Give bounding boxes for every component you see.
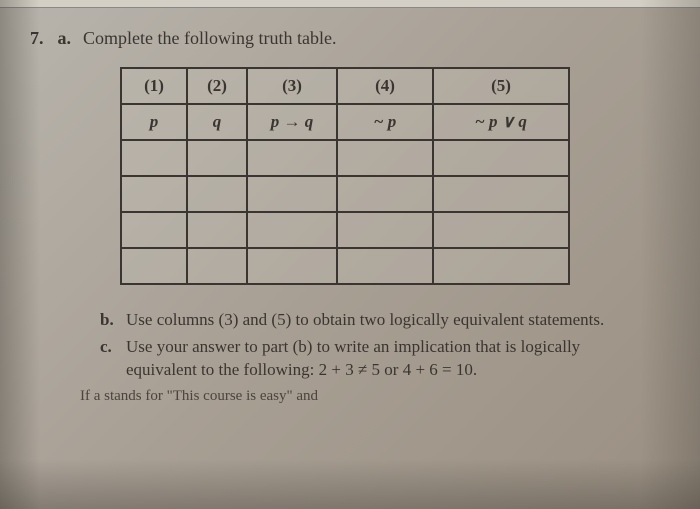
part-c-label: c. (100, 336, 118, 382)
cell (337, 212, 433, 248)
truth-table-container: (1) (2) (3) (4) (5) p q p → q ~ p ~ p ∨ … (120, 67, 670, 285)
cell (433, 176, 569, 212)
part-c: c. Use your answer to part (b) to write … (100, 336, 640, 382)
cell (187, 248, 247, 284)
expr-col-3: p → q (247, 104, 337, 140)
cell (337, 140, 433, 176)
part-b-text: Use columns (3) and (5) to obtain two lo… (126, 309, 640, 332)
cell (247, 212, 337, 248)
vignette-shadow (0, 459, 700, 509)
part-a-label: a. (58, 28, 72, 49)
expr-col-1: p (121, 104, 187, 140)
expr-col-2: q (187, 104, 247, 140)
cell (433, 140, 569, 176)
cell (121, 140, 187, 176)
cell (187, 212, 247, 248)
table-header-row: (1) (2) (3) (4) (5) (121, 68, 569, 104)
table-empty-row (121, 176, 569, 212)
cell (247, 248, 337, 284)
cell (121, 212, 187, 248)
expr-col-4: ~ p (337, 104, 433, 140)
header-col-5: (5) (433, 68, 569, 104)
cell (121, 176, 187, 212)
question-number: 7. (30, 28, 44, 49)
header-col-3: (3) (247, 68, 337, 104)
part-a-text: Complete the following truth table. (83, 28, 336, 49)
part-c-text: Use your answer to part (b) to write an … (126, 336, 640, 382)
truth-table: (1) (2) (3) (4) (5) p q p → q ~ p ~ p ∨ … (120, 67, 570, 285)
page-top-border (0, 0, 700, 8)
cell (247, 140, 337, 176)
page-content: 7. a. Complete the following truth table… (0, 0, 700, 405)
table-empty-row (121, 212, 569, 248)
cell (121, 248, 187, 284)
cell (337, 176, 433, 212)
header-col-1: (1) (121, 68, 187, 104)
cell (433, 212, 569, 248)
cell (187, 176, 247, 212)
expr-col-5: ~ p ∨ q (433, 104, 569, 140)
part-b-label: b. (100, 309, 118, 332)
cutoff-text: If a stands for "This course is easy" an… (80, 388, 670, 405)
cell (337, 248, 433, 284)
header-col-2: (2) (187, 68, 247, 104)
cell (433, 248, 569, 284)
cell (187, 140, 247, 176)
question-header: 7. a. Complete the following truth table… (30, 28, 670, 49)
table-empty-row (121, 248, 569, 284)
table-empty-row (121, 140, 569, 176)
part-b: b. Use columns (3) and (5) to obtain two… (100, 309, 640, 332)
table-expression-row: p q p → q ~ p ~ p ∨ q (121, 104, 569, 140)
cell (247, 176, 337, 212)
header-col-4: (4) (337, 68, 433, 104)
